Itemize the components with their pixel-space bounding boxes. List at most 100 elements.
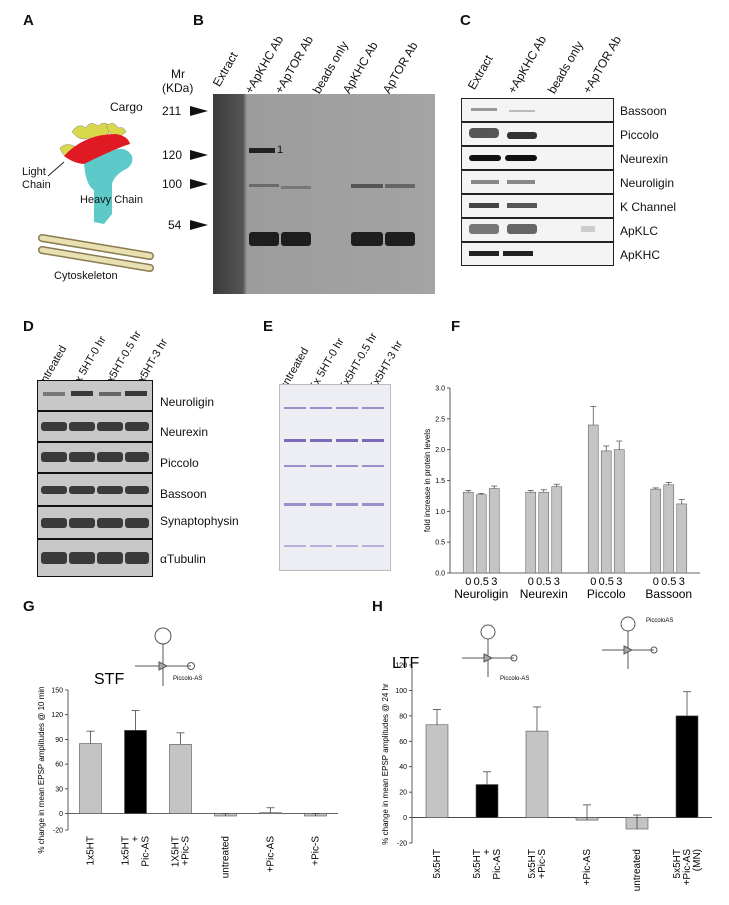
- y-tick-label: -20: [53, 828, 63, 835]
- kinesin-diagram: Cargo Light Chain Heavy Chain Cytoskelet…: [20, 90, 190, 310]
- x-tick-label: 1X5HT+Pic-S: [171, 836, 192, 867]
- y-tick-label: 60: [399, 739, 407, 746]
- x-tick-label: untreated: [632, 849, 643, 891]
- lane-label: Extract: [209, 49, 241, 89]
- bar: [551, 486, 563, 574]
- blot-row-label: αTubulin: [160, 552, 206, 566]
- cytoskeleton-label: Cytoskeleton: [54, 270, 118, 282]
- neuron-soma-icon: [154, 627, 172, 645]
- inset-label: Piccolo-AS: [500, 676, 529, 682]
- chart-title: STF: [94, 671, 124, 688]
- x-tick-label: 5x5HT+Pic-AS: [472, 849, 503, 880]
- y-axis-label: fold increase in protein levels: [423, 429, 432, 532]
- group-label: Neurexin: [520, 587, 568, 601]
- y-axis-label: % change in mean EPSP amplitudes @ 10 mi…: [37, 686, 46, 853]
- panel-label-h: H: [372, 598, 383, 615]
- neuron-soma-icon: [620, 616, 636, 632]
- neuron-terminal-icon: [650, 646, 658, 654]
- y-tick-label: 40: [399, 764, 407, 771]
- neuron-terminal-icon: [187, 662, 195, 670]
- synapse-icon: [623, 645, 634, 655]
- bar: [650, 488, 662, 574]
- y-tick-label: 100: [395, 688, 407, 695]
- blot-row-label: Bassoon: [160, 487, 207, 501]
- light-chain-label-1: Light: [22, 166, 46, 178]
- chart-g: -20 0 30 60 90 120 150 % change in mean EPSP am…: [37, 627, 338, 878]
- blot-row-label: Neuroligin: [620, 176, 675, 190]
- y-tick-label: 3.0: [435, 386, 445, 393]
- blot-row-label: Neurexin: [160, 425, 209, 439]
- synapse-icon: [483, 653, 494, 663]
- y-tick-label: 120: [51, 712, 63, 719]
- group-label: Bassoon: [645, 587, 692, 601]
- x-tick-label: 0: [653, 576, 659, 588]
- bar: [475, 494, 487, 574]
- x-tick-label: +Pic-AS: [582, 849, 593, 886]
- y-tick-label: 60: [55, 762, 63, 769]
- x-tick-label: 5x5HT+Pic-S: [527, 849, 548, 879]
- bar: [676, 503, 688, 574]
- y-tick-label: 30: [55, 786, 63, 793]
- x-tick-label: 0.5: [474, 576, 489, 588]
- group-label: Piccolo: [587, 587, 626, 601]
- kda-label: (KDa): [162, 81, 194, 95]
- x-tick-label: +Pic-AS: [266, 836, 277, 873]
- y-tick-label: 0: [403, 815, 407, 822]
- blot-row-label: Synaptophysin: [160, 514, 239, 528]
- lane-label: Extract: [464, 52, 496, 92]
- heavy-chain-label: Heavy Chain: [80, 194, 143, 206]
- y-tick-label: 1.0: [435, 509, 445, 516]
- bar: [587, 424, 599, 574]
- bar: [259, 812, 282, 814]
- blot-row-label: ApKHC: [620, 248, 661, 262]
- y-tick-label: 2.0: [435, 447, 445, 454]
- inset-label: PiccoloAS: [646, 618, 673, 624]
- marker-arrows: [190, 106, 208, 230]
- neuron-soma-icon: [480, 624, 496, 640]
- x-tick-label: 1x5HT+Pic-AS: [121, 836, 152, 867]
- y-tick-label: 150: [51, 688, 63, 695]
- y-tick-label: 2.5: [435, 416, 445, 423]
- panel-label-b: B: [193, 12, 204, 29]
- x-tick-label: 5x5HT+Pic-AS(MN): [672, 849, 703, 886]
- band-label: 1: [277, 144, 284, 156]
- marker-label: 120: [162, 148, 183, 162]
- blot-row-label: Piccolo: [160, 456, 199, 470]
- chart-h: -20 0 20 40 60 80 100 120 % change in mean EPSP …: [381, 616, 712, 891]
- bar: [675, 715, 699, 818]
- panel-label-e: E: [263, 318, 274, 335]
- x-tick-label: 0: [590, 576, 596, 588]
- y-tick-label: 80: [399, 713, 407, 720]
- blot-row-label: Neurexin: [620, 152, 669, 166]
- bar: [169, 744, 192, 814]
- gel-e: [279, 384, 391, 571]
- marker-label: 54: [168, 218, 182, 232]
- marker-label: 100: [162, 177, 183, 191]
- bar: [462, 491, 474, 574]
- x-tick-label: 0.5: [661, 576, 676, 588]
- x-tick-label: 3: [491, 576, 497, 588]
- light-chain-label-2: Chain: [22, 179, 51, 191]
- x-tick-label: 3: [554, 576, 560, 588]
- y-tick-label: 0.0: [435, 571, 445, 578]
- panel-label-d: D: [23, 318, 34, 335]
- bar: [475, 784, 499, 818]
- blot-c: [461, 98, 614, 268]
- x-tick-label: 0.5: [599, 576, 614, 588]
- group-label: Neuroligin: [454, 587, 508, 601]
- blot-d: [37, 380, 153, 578]
- x-tick-label: 3: [616, 576, 622, 588]
- bar: [538, 491, 550, 574]
- x-tick-label: +Pic-S: [311, 836, 322, 866]
- bar: [525, 491, 537, 574]
- panel-label-a: A: [23, 12, 34, 29]
- synapse-icon: [158, 661, 169, 671]
- cargo-label: Cargo: [110, 100, 143, 114]
- y-tick-label: 20: [399, 790, 407, 797]
- x-tick-label: untreated: [221, 836, 232, 878]
- lane-label: +ApKHC Ab: [504, 33, 550, 96]
- bar: [79, 743, 102, 814]
- inset-label: Piccolo-AS: [173, 676, 202, 682]
- lane-label: +ApTOR Ab: [579, 33, 625, 96]
- lane-label: ApTOR Ab: [379, 39, 421, 96]
